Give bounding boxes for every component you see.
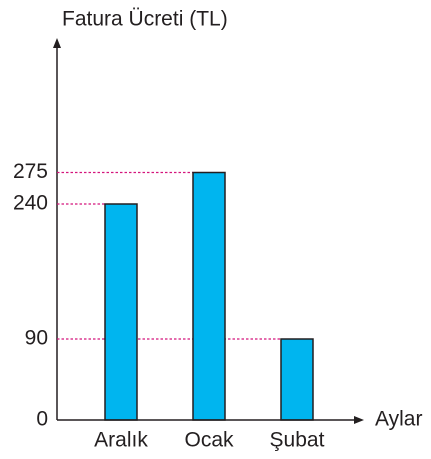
x-tick-label: Ocak xyxy=(184,429,234,452)
y-tick-label: 0 xyxy=(36,408,48,431)
y-axis-arrow xyxy=(53,38,61,48)
marks xyxy=(57,171,314,421)
y-tick-label: 240 xyxy=(13,192,48,215)
x-axis-arrow xyxy=(354,416,364,424)
bar xyxy=(104,203,138,421)
x-axis-label: Aylar xyxy=(375,408,422,431)
x-tick-label: Aralık xyxy=(94,429,148,452)
chart-title: Fatura Ücreti (TL) xyxy=(62,8,228,31)
bar xyxy=(280,338,314,421)
bar xyxy=(192,171,226,421)
y-tick-label: 90 xyxy=(25,327,48,350)
x-tick-label: Şubat xyxy=(270,429,325,452)
y-tick-label: 275 xyxy=(13,160,48,183)
